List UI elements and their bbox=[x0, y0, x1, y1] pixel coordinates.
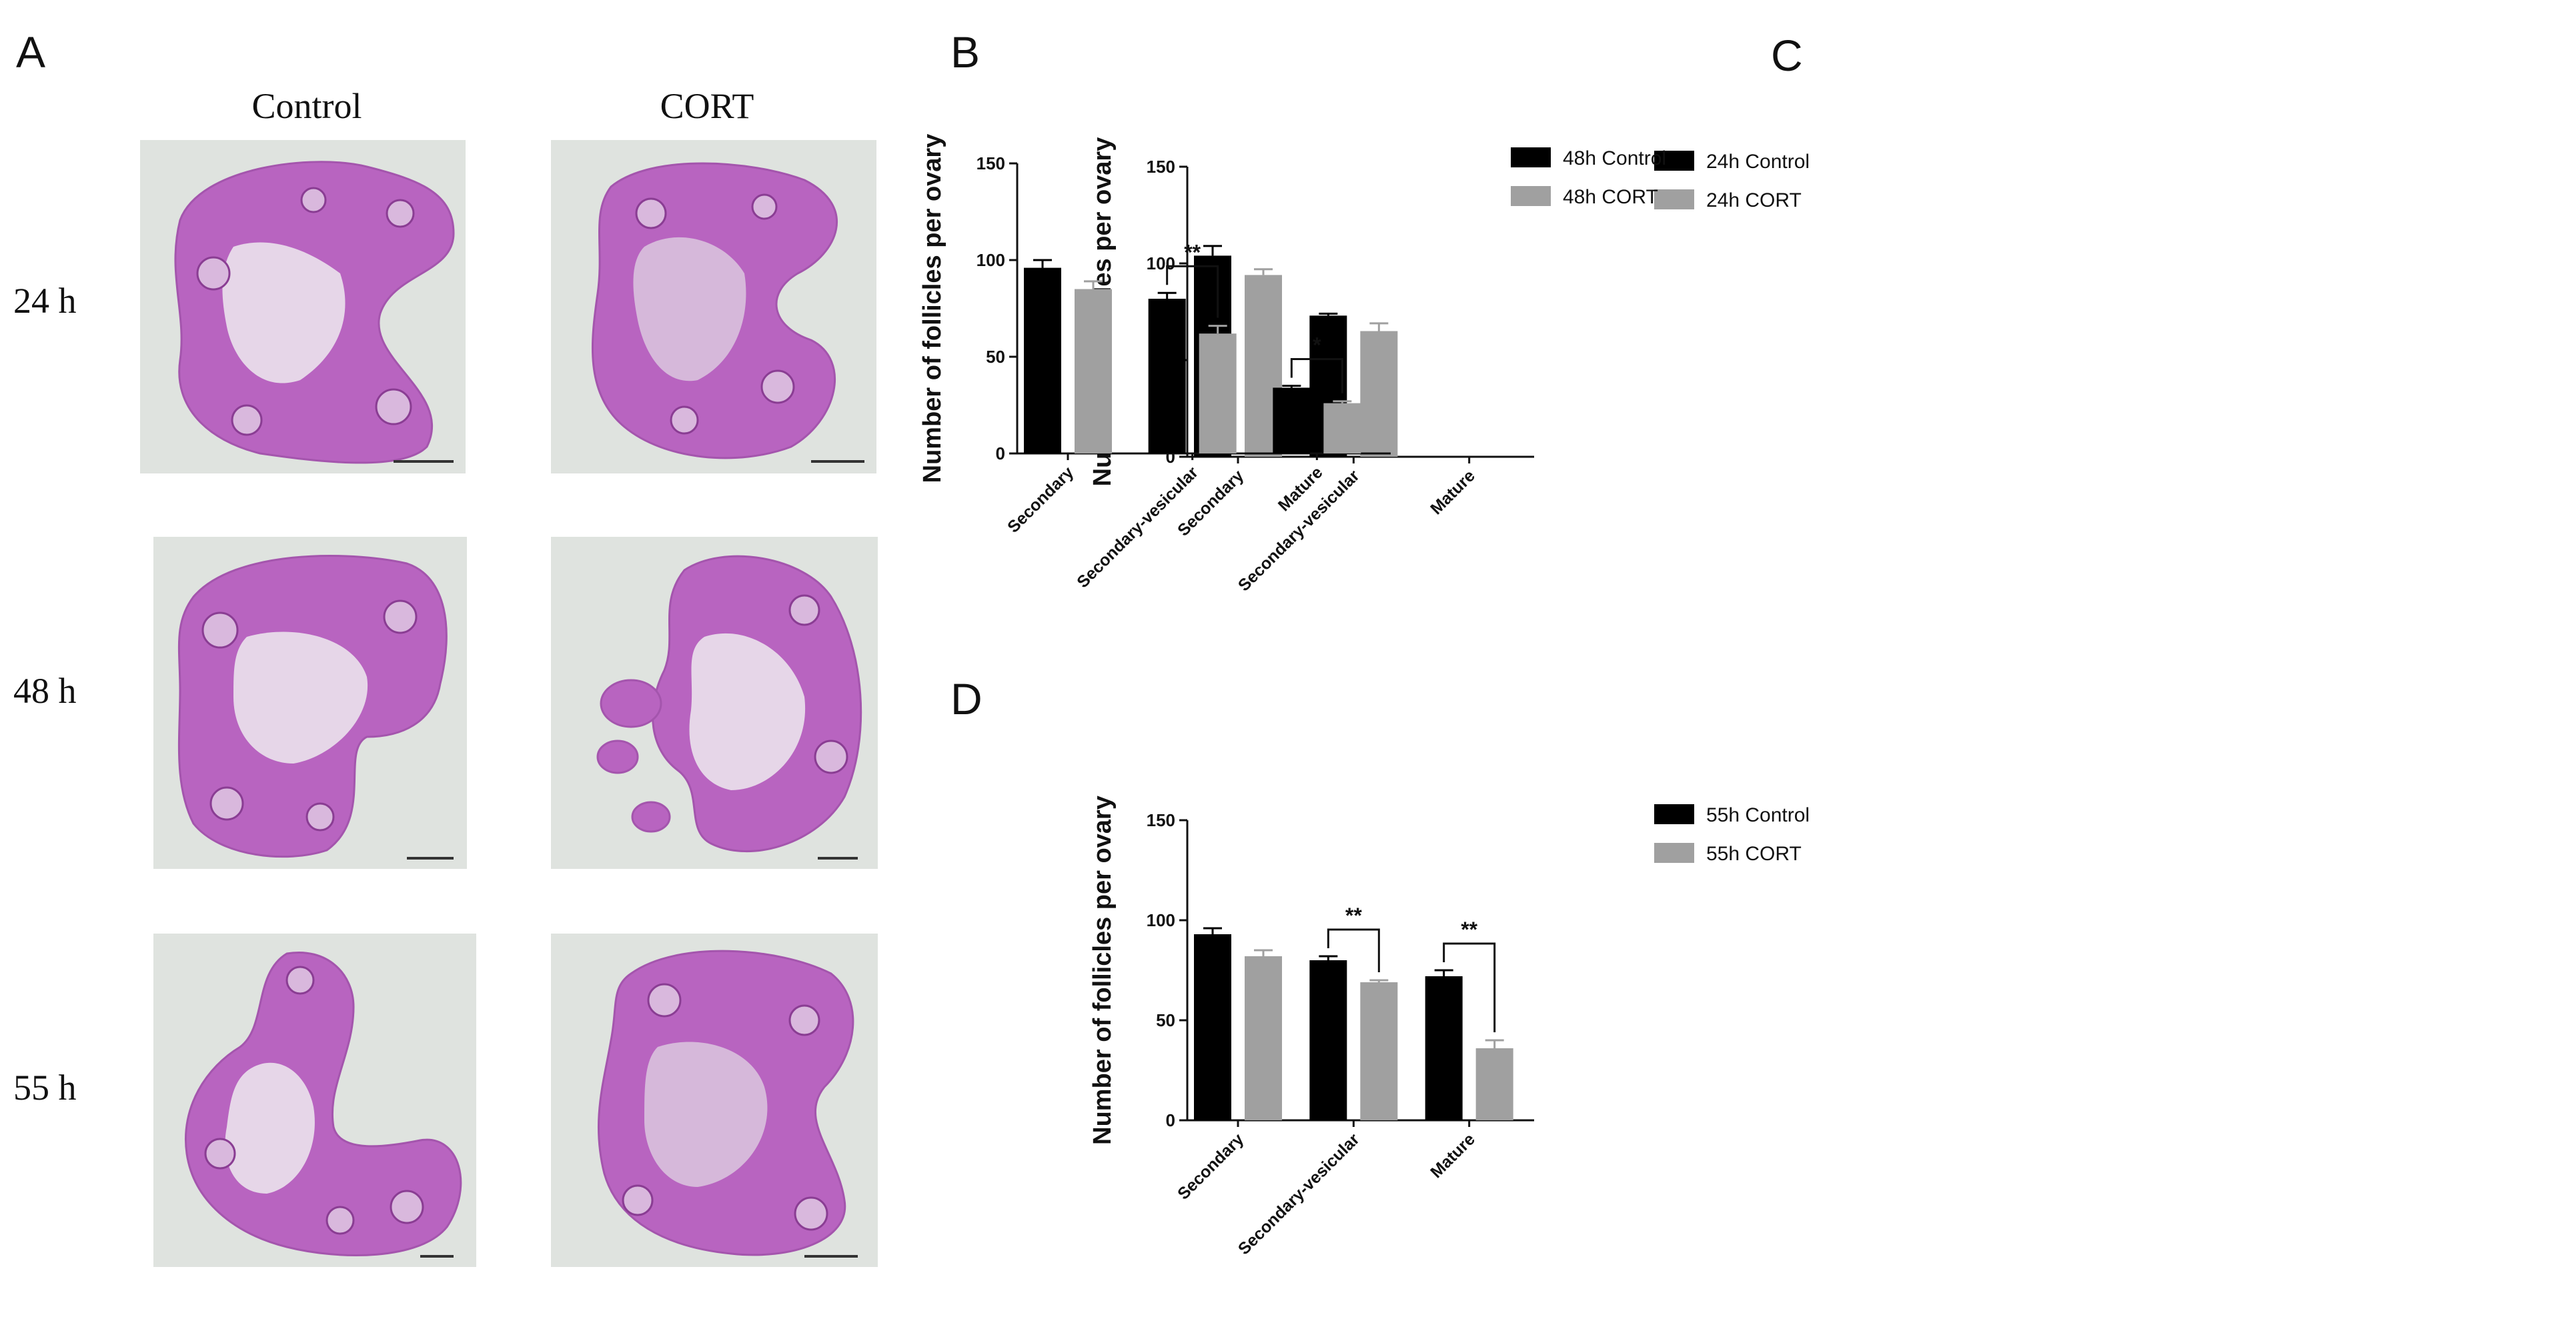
ovary-section-image bbox=[596, 555, 862, 853]
bar bbox=[1309, 960, 1347, 1120]
micrograph-55h-cort bbox=[551, 934, 878, 1267]
panel-a-letter: A bbox=[16, 27, 46, 77]
significance-bracket bbox=[1290, 358, 1343, 393]
bar bbox=[1148, 299, 1186, 453]
significance-label: ** bbox=[1184, 240, 1201, 264]
legend-swatch bbox=[1654, 804, 1694, 824]
legend-label: 55h Control bbox=[1706, 804, 1810, 826]
legend-swatch bbox=[1511, 147, 1551, 167]
chart-c: Number of follicles per ovary 0 50 100 150 Se… bbox=[918, 120, 2555, 653]
y-tick-label: 50 bbox=[986, 347, 1005, 367]
micrograph-55h-control bbox=[153, 934, 476, 1267]
ovary-section-image bbox=[177, 555, 448, 858]
chart-b: Number of follicles per ovary050100150Se… bbox=[1041, 120, 1810, 653]
y-tick-label: 50 bbox=[1156, 1010, 1175, 1030]
y-axis-label: Number of follicles per ovary bbox=[1089, 796, 1117, 1145]
panel-c-letter: C bbox=[1771, 31, 1803, 80]
legend-label: 55h CORT bbox=[1706, 843, 1802, 865]
ovary-section-image bbox=[591, 162, 838, 459]
significance-label: ** bbox=[1345, 904, 1362, 928]
legend-swatch bbox=[1511, 186, 1551, 206]
scale-bar bbox=[818, 857, 858, 860]
ovary-section-image bbox=[185, 952, 462, 1256]
bar bbox=[1425, 976, 1463, 1120]
x-tick-label: Secondary-vesicular bbox=[1235, 1130, 1363, 1258]
chart-svg: Number of follicles per ovary 0 50 100 150 Se… bbox=[1089, 796, 1810, 1258]
scale-bar bbox=[804, 1255, 858, 1258]
scale-bar bbox=[420, 1255, 454, 1258]
row-header-48h: 48 h bbox=[13, 671, 77, 711]
significance-bracket bbox=[1166, 265, 1219, 318]
legend-label: 48h CORT bbox=[1563, 186, 1658, 208]
x-tick-label: Secondary bbox=[1174, 1130, 1247, 1203]
bar bbox=[1360, 982, 1398, 1120]
row-header-24h: 24 h bbox=[13, 281, 77, 321]
legend-label: 24h Control bbox=[1706, 151, 1810, 173]
legend-swatch bbox=[1654, 843, 1694, 863]
y-tick-label: 0 bbox=[996, 443, 1005, 463]
y-tick-label: 100 bbox=[977, 250, 1005, 270]
ovary-section-image bbox=[597, 950, 854, 1256]
panel-d-letter: D bbox=[950, 674, 983, 724]
micrograph-48h-control bbox=[153, 537, 467, 869]
row-header-55h: 55 h bbox=[13, 1068, 77, 1108]
x-tick-label: Mature bbox=[1427, 466, 1479, 518]
significance-label: * bbox=[1313, 333, 1321, 357]
y-tick-label: 150 bbox=[1147, 157, 1175, 177]
bar bbox=[1323, 403, 1361, 453]
panel-b-letter: B bbox=[950, 27, 981, 77]
micrograph-24h-cort bbox=[551, 140, 876, 473]
y-tick-label: 100 bbox=[1147, 253, 1175, 273]
bar bbox=[1245, 956, 1282, 1120]
bar bbox=[1273, 387, 1311, 453]
legend-swatch bbox=[1654, 189, 1694, 209]
micrograph-48h-cort bbox=[551, 537, 878, 869]
bar bbox=[1194, 934, 1231, 1120]
significance-bracket bbox=[1443, 942, 1496, 1032]
chart-d: Number of follicles per ovary 0 50 100 150 Se… bbox=[1041, 780, 1810, 1314]
significance-bracket bbox=[1327, 928, 1380, 972]
micrograph-24h-control bbox=[140, 140, 466, 473]
y-axis-label: Number of follicles per ovary bbox=[918, 134, 946, 483]
x-tick-label: Mature bbox=[1427, 1130, 1479, 1182]
bar bbox=[1075, 289, 1112, 453]
ovary-section-image bbox=[174, 161, 455, 464]
bar bbox=[1360, 331, 1398, 457]
y-tick-label: 150 bbox=[977, 153, 1005, 173]
bar bbox=[1475, 1048, 1513, 1120]
bar bbox=[1199, 333, 1237, 453]
legend-label: 24h CORT bbox=[1706, 189, 1802, 211]
scale-bar bbox=[407, 857, 454, 860]
bar bbox=[1024, 267, 1061, 453]
column-header-control: Control bbox=[251, 86, 362, 126]
significance-label: ** bbox=[1461, 918, 1477, 942]
column-header-cort: CORT bbox=[660, 86, 754, 126]
scale-bar bbox=[811, 460, 864, 463]
legend-swatch bbox=[1654, 151, 1694, 171]
legend-label: 48h Control bbox=[1563, 147, 1666, 169]
scale-bar bbox=[394, 460, 454, 463]
y-tick-label: 150 bbox=[1147, 810, 1175, 830]
y-tick-label: 100 bbox=[1147, 910, 1175, 930]
y-tick-label: 0 bbox=[1166, 1110, 1175, 1130]
chart-svg: Number of follicles per ovary050100150Se… bbox=[1089, 137, 1810, 595]
